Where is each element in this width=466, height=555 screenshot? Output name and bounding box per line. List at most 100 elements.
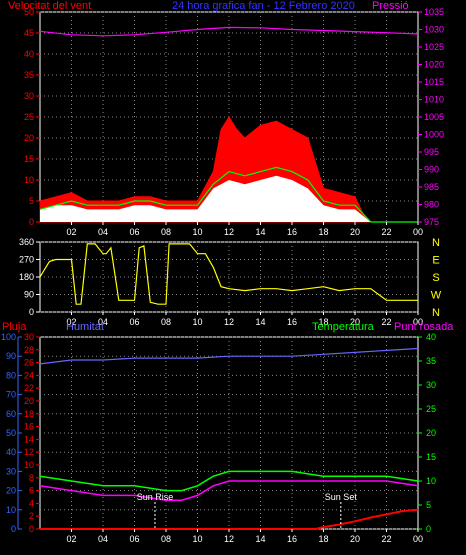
compass-label: N	[432, 237, 440, 249]
x-tick-label: 08	[161, 534, 171, 544]
tick-label: 0	[11, 524, 16, 534]
temperature-axis-title: Temperatura	[312, 321, 375, 333]
temperature-line	[39, 470, 419, 492]
tick-label: 14	[24, 434, 34, 444]
x-tick-label: 18	[318, 227, 328, 237]
tick-label: 990	[424, 165, 439, 175]
tick-label: 0	[29, 217, 34, 227]
tick-label: 30	[24, 332, 34, 342]
tick-label: 70	[6, 390, 16, 400]
x-tick-label: 02	[66, 317, 76, 327]
grid-lines	[40, 11, 418, 530]
tick-label: 50	[6, 428, 16, 438]
tick-label: 20	[6, 486, 16, 496]
tick-label: 40	[6, 447, 16, 457]
tick-label: 35	[24, 70, 34, 80]
wind-axis-title: Velocitat del vent	[8, 0, 91, 12]
x-tick-label: 20	[350, 227, 360, 237]
x-tick-label: 20	[350, 317, 360, 327]
compass-label: S	[432, 272, 439, 284]
tick-label: 30	[6, 466, 16, 476]
tick-label: 180	[19, 272, 34, 282]
x-tick-label: 16	[287, 227, 297, 237]
x-tick-label: 00	[413, 227, 423, 237]
x-tick-label: 10	[192, 317, 202, 327]
wind-line	[39, 166, 418, 223]
tick-label: 50	[24, 7, 34, 17]
tick-label: 26	[24, 358, 34, 368]
tick-label: 0	[29, 307, 34, 317]
sunrise-marker-label: Sun Rise	[137, 492, 174, 502]
x-tick-label: 16	[287, 534, 297, 544]
rain-axis-title: Pluja	[2, 321, 27, 333]
tick-label: 25	[24, 112, 34, 122]
tick-label: 40	[24, 49, 34, 59]
tick-label: 12	[24, 447, 34, 457]
humidity-line	[39, 347, 419, 365]
tick-label: 16	[24, 422, 34, 432]
tick-label: 30	[24, 91, 34, 101]
tick-label: 15	[426, 452, 436, 462]
x-tick-label: 12	[224, 534, 234, 544]
x-tick-label: 06	[129, 317, 139, 327]
x-tick-label: 20	[350, 534, 360, 544]
sun-annotations: Sun Rise Sun Set	[137, 492, 357, 528]
tick-label: 10	[24, 175, 34, 185]
compass-label: W	[431, 290, 442, 302]
tick-label: 270	[19, 255, 34, 265]
tick-label: 1010	[424, 95, 444, 105]
tick-label: 995	[424, 147, 439, 157]
tick-label: 100	[1, 332, 16, 342]
tick-label: 5	[426, 500, 431, 510]
tick-label: 1030	[424, 25, 444, 35]
tick-label: 0	[29, 524, 34, 534]
tick-label: 24	[24, 370, 34, 380]
compass-label: N	[432, 307, 440, 319]
x-tick-label: 06	[129, 534, 139, 544]
tick-label: 25	[426, 404, 436, 414]
tick-label: 10	[426, 476, 436, 486]
pressure-axis-title: Pressió	[372, 0, 409, 12]
x-tick-label: 12	[224, 317, 234, 327]
tick-label: 10	[6, 505, 16, 515]
x-tick-label: 14	[255, 317, 265, 327]
tick-label: 8	[29, 473, 34, 483]
x-tick-label: 08	[161, 227, 171, 237]
x-tick-label: 00	[413, 317, 423, 327]
tick-label: 90	[24, 290, 34, 300]
tick-label: 20	[426, 428, 436, 438]
x-tick-label: 10	[192, 227, 202, 237]
tick-label: 90	[6, 351, 16, 361]
x-tick-label: 18	[318, 317, 328, 327]
tick-label: 0	[426, 524, 431, 534]
tick-label: 6	[29, 486, 34, 496]
tick-label: 45	[24, 28, 34, 38]
x-tick-label: 02	[66, 227, 76, 237]
tick-label: 22	[24, 383, 34, 393]
tick-label: 60	[6, 409, 16, 419]
tick-label: 40	[426, 332, 436, 342]
dewpoint-axis-title: Punt rosada	[394, 321, 454, 333]
direction-line	[39, 243, 418, 305]
x-tick-label: 12	[224, 227, 234, 237]
x-tick-label: 18	[318, 534, 328, 544]
x-tick-label: 14	[255, 227, 265, 237]
tick-label: 28	[24, 345, 34, 355]
tick-label: 1000	[424, 130, 444, 140]
tick-label: 975	[424, 217, 439, 227]
tick-label: 15	[24, 154, 34, 164]
series-lines	[39, 26, 419, 530]
tick-label: 1015	[424, 77, 444, 87]
tick-label: 20	[24, 133, 34, 143]
x-tick-label: 02	[66, 534, 76, 544]
tick-label: 1020	[424, 60, 444, 70]
pressure-line	[39, 26, 419, 37]
tick-label: 985	[424, 182, 439, 192]
tick-label: 35	[426, 356, 436, 366]
tick-label: 5	[29, 196, 34, 206]
tick-label: 20	[24, 396, 34, 406]
tick-label: 1035	[424, 7, 444, 17]
tick-label: 360	[19, 237, 34, 247]
tick-label: 18	[24, 409, 34, 419]
